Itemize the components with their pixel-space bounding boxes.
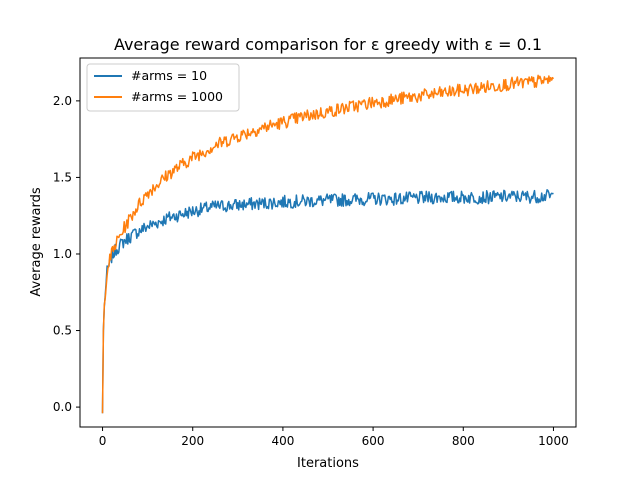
legend-box [86,63,240,112]
legend-label-arms-10: #arms = 10 [131,68,207,83]
legend-label-arms-1000: #arms = 1000 [131,89,223,104]
x-tick-label: 200 [181,434,204,448]
x-tick-label: 0 [99,434,107,448]
x-tick-label: 600 [362,434,385,448]
x-axis-label: Iterations [297,456,359,471]
x-axis-ticks: 0 200 400 600 800 1000 [99,427,569,448]
y-axis-ticks: 0.0 0.5 1.0 1.5 2.0 [53,94,80,414]
x-tick-label: 400 [271,434,294,448]
y-tick-label: 2.0 [53,94,72,108]
series-line-0 [101,189,554,414]
y-tick-label: 0.0 [53,400,72,414]
y-tick-label: 1.0 [53,247,72,261]
plot-frame [79,57,577,428]
x-tick-label: 800 [452,434,475,448]
chart-title: Average reward comparison for ε greedy w… [114,35,542,54]
series-layer [101,74,555,414]
series-line-1 [101,74,555,414]
plot-area [80,58,576,427]
y-axis-label: Average rewards [29,187,44,297]
legend: #arms = 10 #arms = 1000 [86,63,240,112]
x-tick-label: 1000 [538,434,569,448]
y-tick-label: 0.5 [53,324,72,338]
y-tick-label: 1.5 [53,170,72,184]
